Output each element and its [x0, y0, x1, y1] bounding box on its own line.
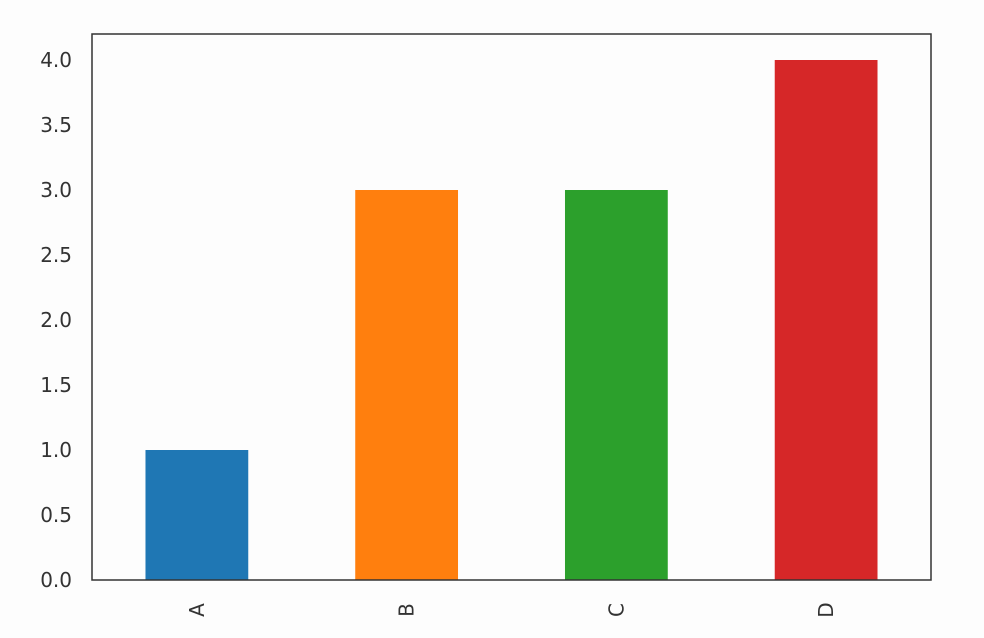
y-tick-label: 4.0: [40, 48, 72, 72]
y-tick-label: 3.5: [40, 113, 72, 137]
x-tick-label-c: C: [604, 603, 628, 617]
bar-c: [564, 190, 668, 580]
bars-group: [145, 60, 878, 580]
bar-a: [145, 450, 249, 580]
x-axis-ticks: A B C D: [185, 602, 838, 617]
y-tick-label: 0.5: [40, 503, 72, 527]
x-tick-label-a: A: [185, 603, 209, 617]
plot-frame: [91, 33, 932, 581]
y-tick-label: 3.0: [40, 178, 72, 202]
bar-d: [774, 60, 878, 580]
y-axis-ticks: 0.0 0.5 1.0 1.5 2.0 2.5 3.0 3.5 4.0: [40, 48, 72, 592]
y-tick-label: 0.0: [40, 568, 72, 592]
y-tick-label: 1.0: [40, 438, 72, 462]
y-tick-label: 2.0: [40, 308, 72, 332]
y-tick-label: 2.5: [40, 243, 72, 267]
x-tick-label-d: D: [814, 602, 838, 617]
bar-b: [355, 190, 459, 580]
x-tick-label-b: B: [395, 603, 419, 617]
y-tick-label: 1.5: [40, 373, 72, 397]
